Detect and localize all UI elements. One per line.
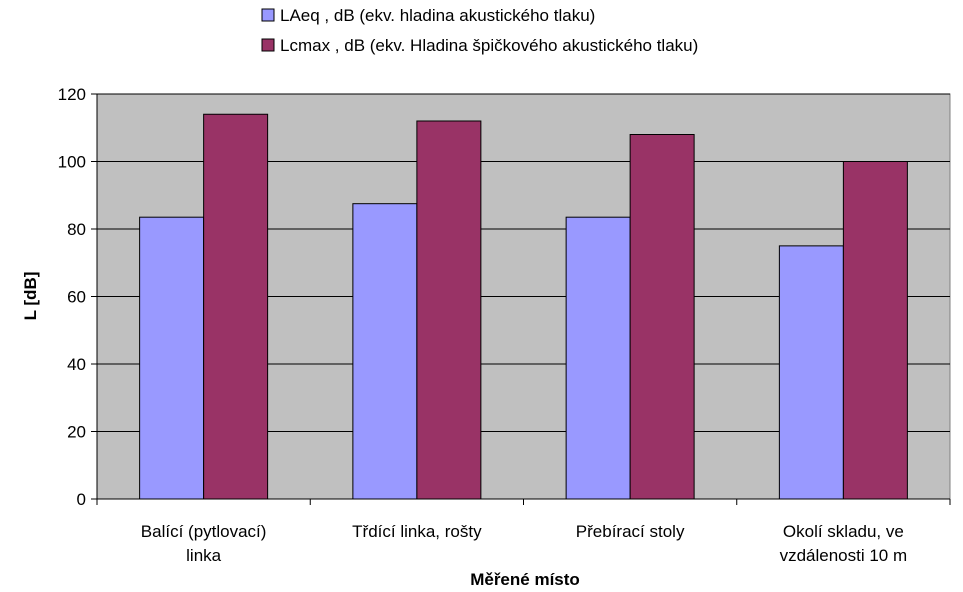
bar-lcmax-0 [203,113,269,500]
bar-laeq-3 [778,245,844,500]
y-tick-label: 60 [67,288,86,307]
y-axis-title: L [dB] [21,272,40,321]
x-category-label: Okolí skladu, ve vzdálenosti 10 m [780,522,908,565]
bars [139,113,908,500]
x-category-label: Přebírací stoly [576,522,685,541]
legend-label: LAeq , dB (ekv. hladina akustického tlak… [280,6,595,25]
legend: LAeq , dB (ekv. hladina akustického tlak… [261,6,698,55]
bar-lcmax-1 [416,120,482,500]
y-tick-label: 80 [67,220,86,239]
legend-label: Lcmax , dB (ekv. Hladina špičkového akus… [280,36,698,55]
bar-laeq-1 [352,203,418,500]
y-tick-label: 40 [67,355,86,374]
legend-swatch [261,38,275,52]
legend-swatch [261,8,275,22]
y-tick-label: 100 [58,153,86,172]
y-tick-label: 120 [58,85,86,104]
axes [91,93,951,505]
x-axis-title: Měřené místo [470,570,580,589]
y-tick-labels: 0 20 40 60 80 100 120 [58,85,86,509]
x-category-labels: Balící (pytlovací) linka Třdící linka, roš… [141,522,907,565]
x-category-label: Balící (pytlovací) linka [141,522,267,565]
bar-lcmax-3 [842,161,908,500]
y-tick-label: 0 [77,490,86,509]
bar-laeq-2 [565,216,631,500]
bar-lcmax-2 [629,134,695,500]
x-category-label: Třdící linka, rošty [352,522,482,541]
y-tick-label: 20 [67,423,86,442]
bar-laeq-0 [139,216,205,500]
